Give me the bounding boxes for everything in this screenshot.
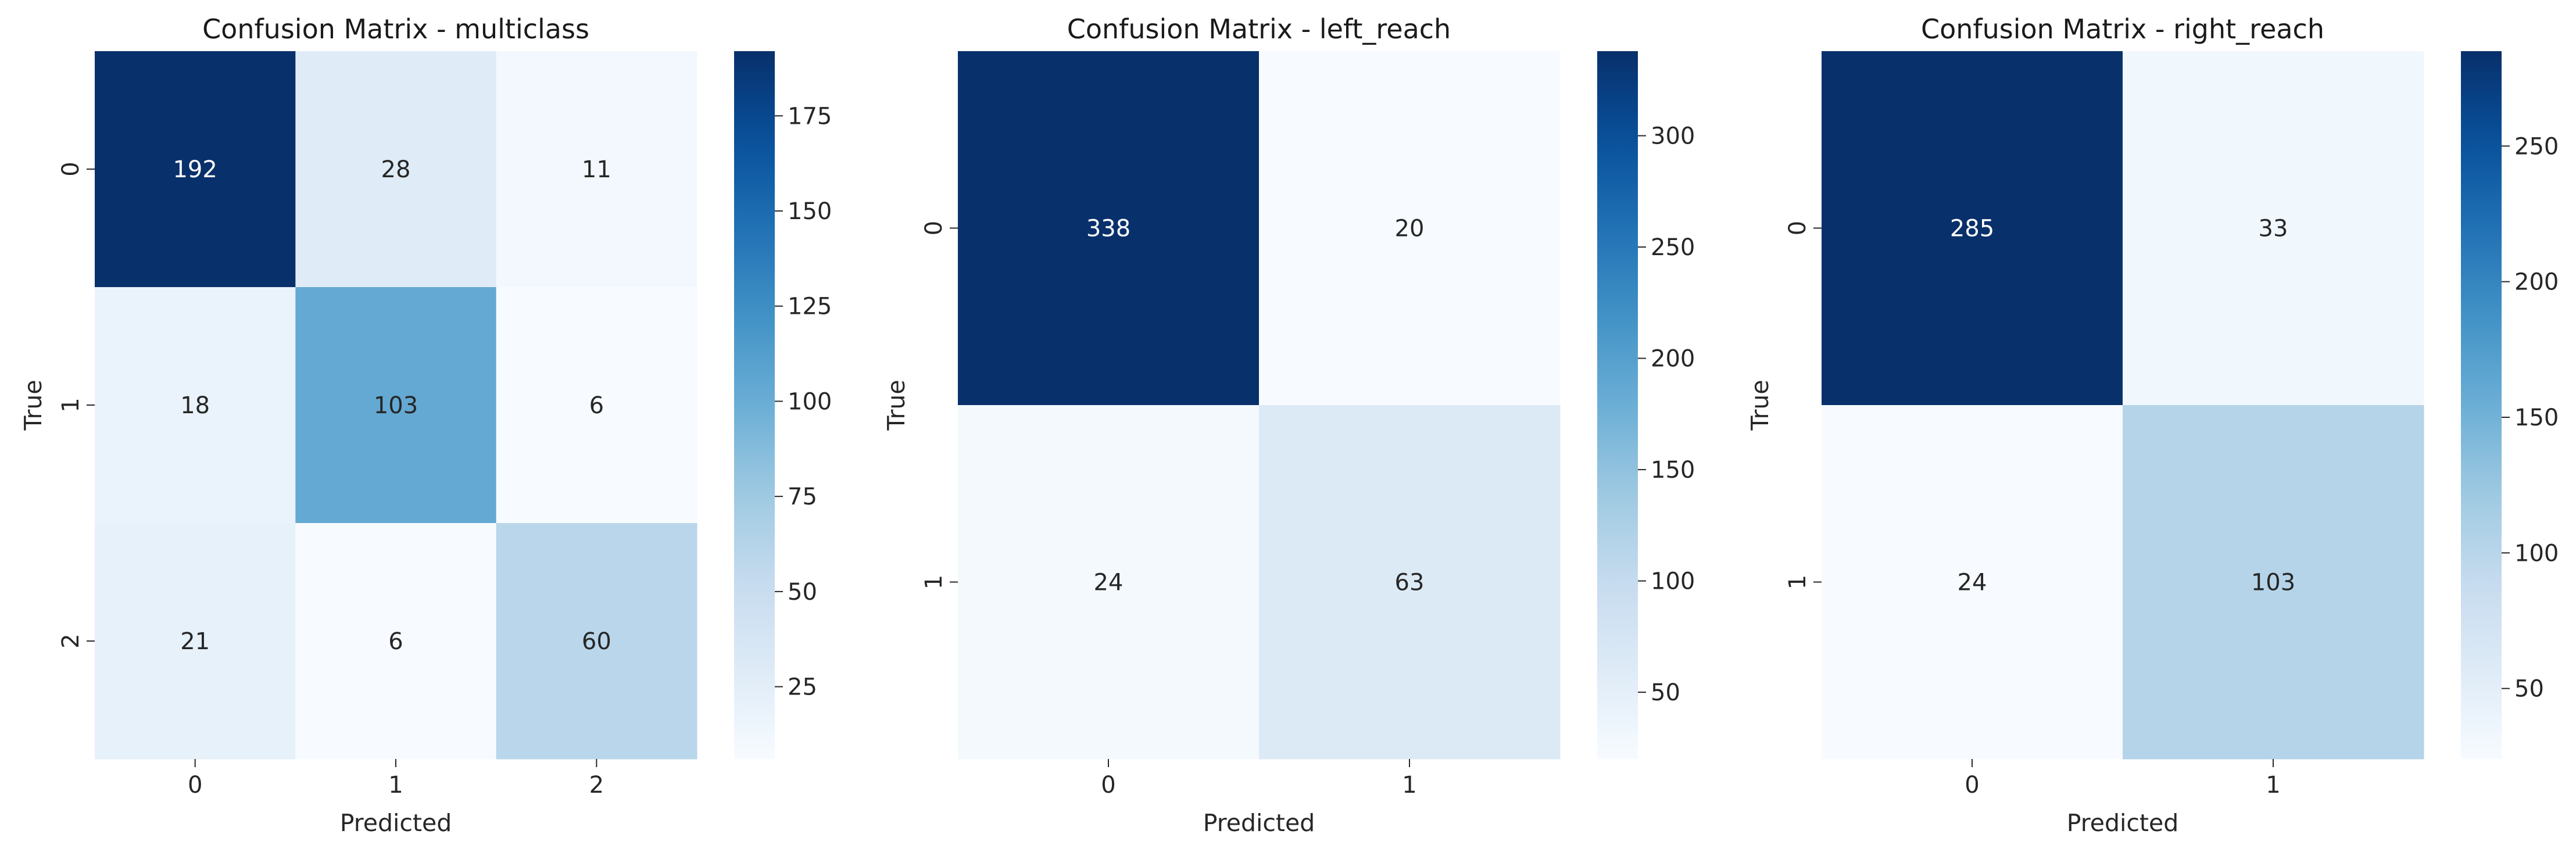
colorbar-tick-label: 25: [788, 674, 817, 701]
x-axis-label: Predicted: [340, 809, 452, 837]
heatmap-cell: [295, 523, 497, 760]
colorbar-tick-label: 125: [788, 293, 832, 320]
heatmap-cell: [295, 287, 497, 524]
heatmap-cell: [1259, 51, 1561, 406]
cell-value-label: 18: [180, 392, 210, 419]
cell-value-label: 28: [381, 156, 411, 183]
y-axis-label: True: [1746, 380, 1774, 431]
chart-title: Confusion Matrix - multiclass: [202, 13, 589, 45]
x-tick-label: 0: [188, 772, 202, 799]
cell-value-label: 33: [2259, 216, 2288, 242]
y-tick-label: 0: [58, 162, 84, 176]
colorbar-tick-label: 50: [1651, 679, 1680, 706]
colorbar-tick-label: 150: [2514, 404, 2559, 431]
heatmap-cell: [95, 51, 296, 288]
y-tick-label: 0: [921, 221, 947, 235]
cell-value-label: 24: [1958, 570, 1987, 596]
colorbar-tick-label: 50: [2514, 676, 2544, 703]
cell-value-label: 6: [388, 628, 403, 655]
heatmap-cell: [1259, 405, 1561, 760]
cell-value-label: 6: [589, 392, 604, 419]
cell-value-label: 192: [173, 156, 217, 183]
x-tick-label: 1: [1402, 772, 1416, 799]
heatmap-panel-2: Confusion Matrix - right_reach 285 33 24 103…: [1746, 13, 2559, 837]
cell-value-label: 285: [1950, 216, 1994, 242]
x-tick-label: 1: [388, 772, 403, 799]
chart-title: Confusion Matrix - right_reach: [1921, 13, 2324, 45]
colorbar: [734, 51, 775, 759]
heatmap-cell: [1822, 405, 2123, 760]
heatmap-cell: [2123, 51, 2424, 406]
x-tick-label: 2: [589, 772, 604, 799]
colorbar-tick-label: 250: [1651, 234, 1695, 261]
cell-value-label: 20: [1395, 216, 1425, 242]
x-axis-label: Predicted: [1203, 809, 1315, 837]
colorbar: [1597, 51, 1638, 759]
colorbar-tick-label: 250: [2514, 133, 2559, 160]
colorbar-tick-label: 200: [1651, 346, 1695, 373]
x-axis-label: Predicted: [2067, 809, 2178, 837]
heatmap-cell: [496, 523, 697, 760]
colorbar-tick-label: 50: [788, 579, 817, 606]
heatmap-cell: [496, 287, 697, 524]
heatmap-cell: [1822, 51, 2123, 406]
heatmap-cell: [958, 51, 1260, 406]
colorbar-tick-label: 100: [1651, 568, 1695, 595]
colorbar-tick-label: 100: [788, 388, 832, 415]
y-tick-label: 2: [58, 633, 84, 648]
x-tick-label: 0: [1965, 772, 1979, 799]
x-tick-label: 1: [2266, 772, 2280, 799]
cell-value-label: 24: [1094, 570, 1124, 596]
cell-value-label: 21: [180, 628, 210, 655]
x-tick-label: 0: [1101, 772, 1115, 799]
colorbar-tick-label: 150: [1651, 457, 1695, 484]
y-axis-label: True: [19, 380, 47, 431]
colorbar-tick-label: 150: [788, 198, 832, 225]
colorbar-tick-label: 300: [1651, 123, 1695, 150]
heatmap-cell: [958, 405, 1260, 760]
heatmap-cell: [95, 287, 296, 524]
colorbar-tick-label: 200: [2514, 269, 2559, 296]
y-tick-label: 0: [1784, 221, 1811, 235]
y-axis-label: True: [882, 380, 910, 431]
cell-value-label: 103: [374, 392, 418, 419]
cell-value-label: 103: [2251, 570, 2295, 596]
cell-value-label: 11: [582, 156, 611, 183]
heatmap-cell: [295, 51, 497, 288]
cell-value-label: 63: [1395, 570, 1425, 596]
heatmap-cell: [2123, 405, 2424, 760]
heatmap-cell: [95, 523, 296, 760]
heatmap-panel-1: Confusion Matrix - left_reach 338 20 24 63 0 1…: [882, 13, 1695, 837]
y-tick-label: 1: [58, 398, 84, 412]
y-tick-label: 1: [1784, 575, 1811, 589]
chart-title: Confusion Matrix - left_reach: [1067, 13, 1451, 45]
colorbar-tick-label: 100: [2514, 540, 2559, 567]
colorbar-tick-label: 175: [788, 103, 832, 130]
heatmap-cell: [496, 51, 697, 288]
cell-value-label: 338: [1086, 216, 1130, 242]
cell-value-label: 60: [582, 628, 611, 655]
colorbar-tick-label: 75: [788, 484, 817, 510]
y-tick-label: 1: [921, 575, 947, 589]
colorbar: [2461, 51, 2502, 759]
